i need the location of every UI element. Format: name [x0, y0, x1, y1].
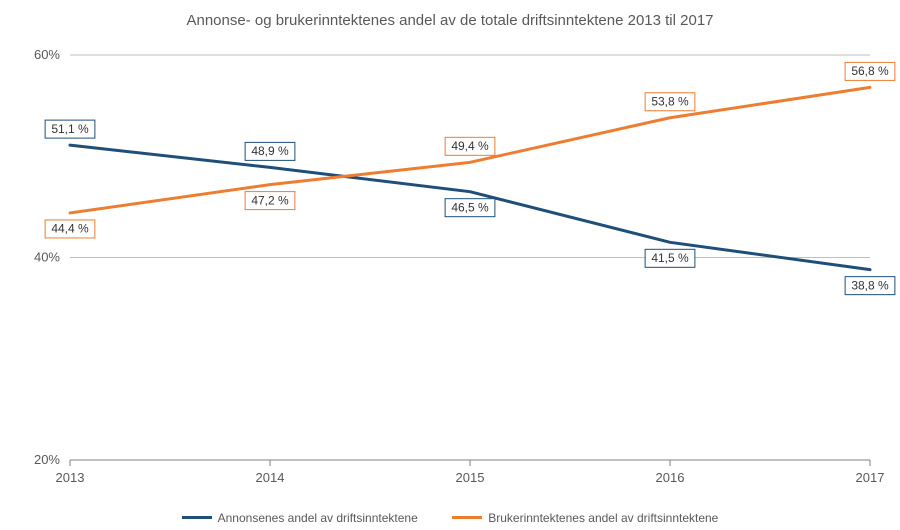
data-label: 49,4 % — [451, 139, 489, 153]
y-tick-label: 20% — [34, 452, 60, 467]
line-chart: 20% 40% 60% 2013 2014 2015 2016 2017 51,1 % 48,9 … — [0, 34, 900, 500]
data-label: 51,1 % — [51, 122, 89, 136]
legend-item-annonser: Annonsenes andel av driftsinntektene — [182, 503, 418, 530]
data-label: 46,5 % — [451, 200, 489, 214]
legend-item-bruker: Brukerinntektenes andel av driftsinntekt… — [452, 503, 718, 530]
x-tick-label: 2015 — [456, 470, 485, 485]
x-tick-label: 2016 — [656, 470, 685, 485]
y-tick-label: 40% — [34, 250, 60, 265]
legend-swatch-bruker — [452, 516, 482, 519]
legend-label-annonser: Annonsenes andel av driftsinntektene — [218, 503, 418, 530]
x-tick-label: 2017 — [856, 470, 885, 485]
x-tick-label: 2013 — [56, 470, 85, 485]
legend-label-bruker: Brukerinntektenes andel av driftsinntekt… — [488, 503, 718, 530]
data-label: 56,8 % — [851, 64, 889, 78]
chart-title: Annonse- og brukerinntektenes andel av d… — [0, 0, 900, 34]
data-label: 53,8 % — [651, 94, 689, 108]
data-label: 48,9 % — [251, 144, 289, 158]
data-label: 44,4 % — [51, 222, 89, 236]
data-label: 41,5 % — [651, 251, 689, 265]
data-label: 38,8 % — [851, 278, 889, 292]
data-label: 47,2 % — [251, 193, 289, 207]
legend-swatch-annonser — [182, 516, 212, 519]
y-tick-label: 60% — [34, 47, 60, 62]
legend: Annonsenes andel av driftsinntektene Bru… — [0, 500, 900, 530]
x-tick-label: 2014 — [256, 470, 285, 485]
